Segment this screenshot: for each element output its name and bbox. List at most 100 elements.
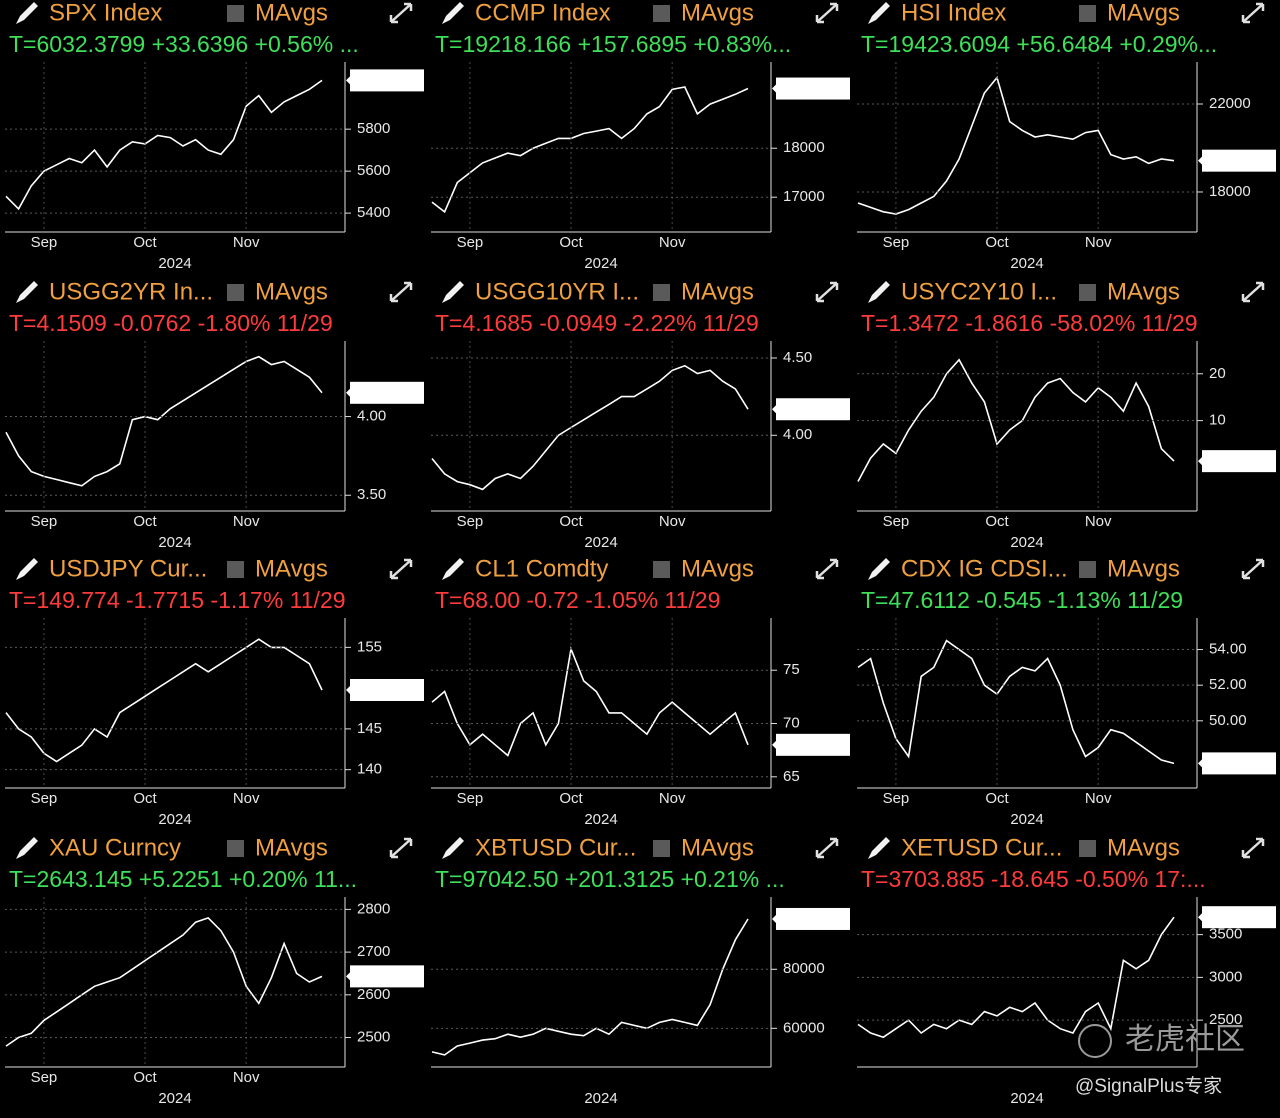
x-tick-label: Sep bbox=[31, 1069, 58, 1086]
mavgs-label[interactable]: MAvgs bbox=[255, 0, 328, 26]
chart-title: XBTUSD Cur... bbox=[475, 834, 636, 861]
mavgs-label[interactable]: MAvgs bbox=[255, 555, 328, 582]
y-tick-label: 2600 bbox=[357, 986, 390, 1003]
mavgs-label[interactable]: MAvgs bbox=[255, 834, 328, 861]
watermark-logo bbox=[1078, 1024, 1112, 1058]
mavgs-label[interactable]: MAvgs bbox=[255, 278, 328, 305]
price-line bbox=[431, 645, 749, 757]
last-arrow bbox=[772, 913, 777, 924]
x-tick-label: Nov bbox=[233, 1069, 260, 1086]
edit-icon[interactable] bbox=[868, 837, 890, 859]
price-line bbox=[5, 355, 323, 487]
mavgs-label[interactable]: MAvgs bbox=[681, 278, 754, 305]
last-price-box bbox=[350, 381, 424, 404]
credit: @SignalPlus专家 bbox=[1075, 1075, 1222, 1097]
x-tick-label: Sep bbox=[31, 234, 58, 251]
expand-icon[interactable] bbox=[1241, 281, 1265, 303]
chart-title: HSI Index bbox=[901, 0, 1006, 26]
quote-line: T=2643.145 +5.2251 +0.20% 11... bbox=[9, 866, 357, 892]
expand-icon[interactable] bbox=[389, 837, 413, 859]
edit-icon[interactable] bbox=[442, 837, 464, 859]
y-tick-label: 70 bbox=[783, 714, 800, 731]
edit-icon[interactable] bbox=[442, 2, 464, 24]
x-tick-label: Oct bbox=[133, 790, 157, 807]
mavgs-checkbox[interactable] bbox=[653, 561, 670, 578]
last-price-box bbox=[776, 733, 850, 756]
x-tick-label: Nov bbox=[1085, 790, 1112, 807]
mavgs-checkbox[interactable] bbox=[227, 561, 244, 578]
x-tick-label: Nov bbox=[233, 513, 260, 530]
expand-icon[interactable] bbox=[815, 837, 839, 859]
expand-icon[interactable] bbox=[815, 2, 839, 24]
edit-icon[interactable] bbox=[868, 558, 890, 580]
price-line bbox=[5, 916, 323, 1047]
y-tick-label: 3500 bbox=[1209, 926, 1242, 943]
x-tick-label: Oct bbox=[133, 513, 157, 530]
quote-line: T=149.774 -1.7715 -1.17% 11/29 bbox=[9, 587, 346, 613]
mavgs-checkbox[interactable] bbox=[1079, 5, 1096, 22]
x-tick-label: Sep bbox=[457, 790, 484, 807]
mavgs-label[interactable]: MAvgs bbox=[681, 834, 754, 861]
expand-icon[interactable] bbox=[1241, 558, 1265, 580]
edit-icon[interactable] bbox=[16, 558, 38, 580]
expand-icon[interactable] bbox=[815, 558, 839, 580]
mavgs-checkbox[interactable] bbox=[227, 840, 244, 857]
mavgs-checkbox[interactable] bbox=[227, 5, 244, 22]
chart-title: CL1 Comdty bbox=[475, 555, 608, 582]
chart-title: CDX IG CDSI... bbox=[901, 555, 1068, 582]
x-tick-label: Sep bbox=[31, 513, 58, 530]
last-price-box bbox=[1202, 906, 1276, 929]
last-price-box bbox=[776, 77, 850, 100]
edit-icon[interactable] bbox=[442, 558, 464, 580]
chart-title: XETUSD Cur... bbox=[901, 834, 1062, 861]
edit-icon[interactable] bbox=[16, 2, 38, 24]
expand-icon[interactable] bbox=[1241, 837, 1265, 859]
edit-icon[interactable] bbox=[868, 2, 890, 24]
last-price-box bbox=[350, 965, 424, 988]
x-tick-label: Oct bbox=[133, 234, 157, 251]
edit-icon[interactable] bbox=[868, 281, 890, 303]
last-arrow bbox=[346, 971, 351, 982]
mavgs-checkbox[interactable] bbox=[227, 284, 244, 301]
expand-icon[interactable] bbox=[389, 2, 413, 24]
mavgs-label[interactable]: MAvgs bbox=[1107, 278, 1180, 305]
mavgs-checkbox[interactable] bbox=[1079, 284, 1096, 301]
edit-icon[interactable] bbox=[16, 281, 38, 303]
x-tick-label: Oct bbox=[133, 1069, 157, 1086]
mavgs-checkbox[interactable] bbox=[653, 5, 670, 22]
x-tick-label: Nov bbox=[233, 234, 260, 251]
mavgs-checkbox[interactable] bbox=[1079, 561, 1096, 578]
expand-icon[interactable] bbox=[1241, 2, 1265, 24]
last-arrow bbox=[772, 404, 777, 415]
expand-icon[interactable] bbox=[815, 281, 839, 303]
quote-line: T=4.1509 -0.0762 -1.80% 11/29 bbox=[9, 310, 333, 336]
x-axis-label: 2024 bbox=[1010, 534, 1043, 551]
x-tick-label: Nov bbox=[659, 234, 686, 251]
last-arrow bbox=[346, 75, 351, 86]
last-arrow bbox=[1198, 912, 1203, 923]
y-tick-label: 140 bbox=[357, 761, 382, 778]
x-tick-label: Sep bbox=[457, 513, 484, 530]
edit-icon[interactable] bbox=[16, 837, 38, 859]
mavgs-checkbox[interactable] bbox=[1079, 840, 1096, 857]
mavgs-label[interactable]: MAvgs bbox=[1107, 0, 1180, 26]
chart-title: USYC2Y10 I... bbox=[901, 278, 1057, 305]
mavgs-checkbox[interactable] bbox=[653, 284, 670, 301]
chart-title: USDJPY Cur... bbox=[49, 555, 207, 582]
mavgs-label[interactable]: MAvgs bbox=[681, 555, 754, 582]
y-tick-label: 75 bbox=[783, 661, 800, 678]
y-tick-label: 60000 bbox=[783, 1019, 825, 1036]
last-price-box bbox=[1202, 149, 1276, 172]
price-line bbox=[5, 638, 323, 763]
expand-icon[interactable] bbox=[389, 281, 413, 303]
x-axis-label: 2024 bbox=[584, 811, 617, 828]
x-axis-label: 2024 bbox=[158, 1090, 191, 1107]
edit-icon[interactable] bbox=[442, 281, 464, 303]
mavgs-label[interactable]: MAvgs bbox=[1107, 555, 1180, 582]
x-tick-label: Sep bbox=[883, 234, 910, 251]
x-tick-label: Oct bbox=[559, 234, 583, 251]
mavgs-checkbox[interactable] bbox=[653, 840, 670, 857]
expand-icon[interactable] bbox=[389, 558, 413, 580]
mavgs-label[interactable]: MAvgs bbox=[681, 0, 754, 26]
mavgs-label[interactable]: MAvgs bbox=[1107, 834, 1180, 861]
